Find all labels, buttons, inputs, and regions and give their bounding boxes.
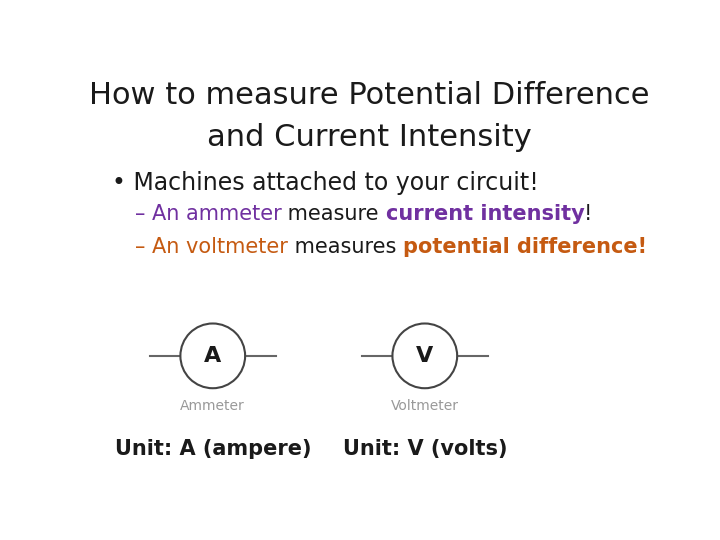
Text: – An ammeter: – An ammeter — [135, 204, 282, 224]
Ellipse shape — [392, 323, 457, 388]
Text: potential difference!: potential difference! — [402, 238, 647, 258]
Text: A: A — [204, 346, 221, 366]
Text: V: V — [416, 346, 433, 366]
Text: Unit: A (ampere): Unit: A (ampere) — [114, 439, 311, 459]
Text: measures: measures — [287, 238, 402, 258]
Text: How to measure Potential Difference: How to measure Potential Difference — [89, 82, 649, 111]
Text: Ammeter: Ammeter — [181, 399, 245, 413]
Text: • Machines attached to your circuit!: • Machines attached to your circuit! — [112, 171, 539, 195]
Text: Voltmeter: Voltmeter — [391, 399, 459, 413]
Text: !: ! — [584, 204, 593, 224]
Text: – An voltmeter: – An voltmeter — [135, 238, 287, 258]
Ellipse shape — [181, 323, 245, 388]
Text: Unit: V (volts): Unit: V (volts) — [343, 439, 507, 459]
Text: measure: measure — [282, 204, 385, 224]
Text: current intensity: current intensity — [385, 204, 584, 224]
Text: and Current Intensity: and Current Intensity — [207, 123, 531, 152]
